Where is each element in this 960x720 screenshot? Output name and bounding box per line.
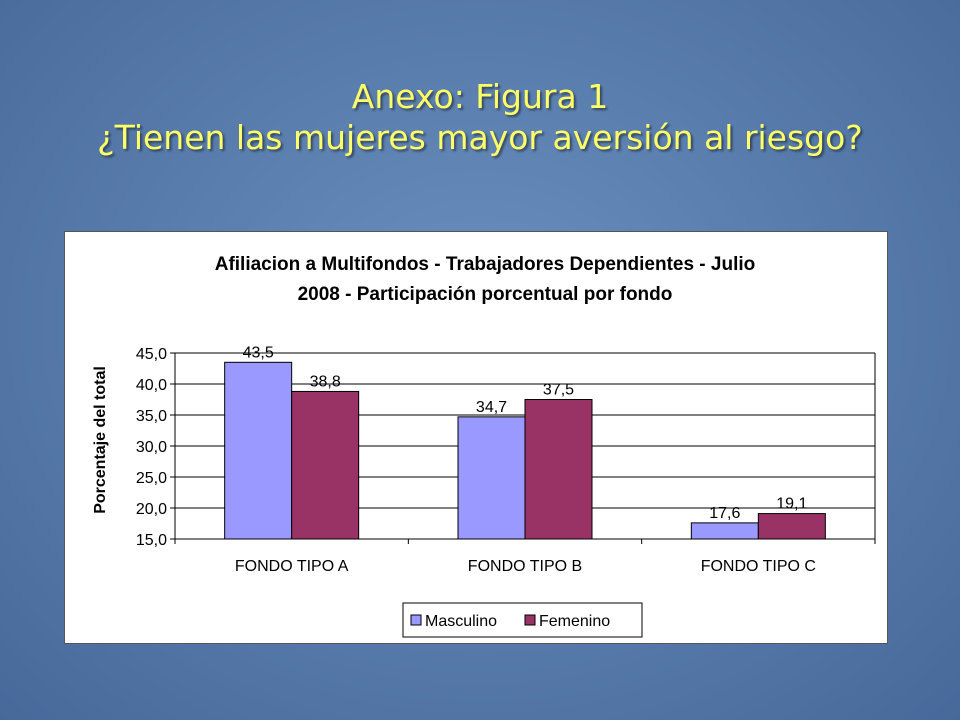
x-category-label: FONDO TIPO A [235,558,349,575]
data-label: 34,7 [476,399,507,416]
chart-container: Afiliacion a Multifondos - Trabajadores … [64,231,888,644]
slide-title-line2: ¿Tienen las mujeres mayor aversión al ri… [97,118,863,157]
data-label: 38,8 [310,373,341,390]
slide-title: Anexo: Figura 1 ¿Tienen las mujeres mayo… [0,76,960,158]
y-tick-label: 15,0 [136,532,167,549]
legend-box [402,602,643,638]
legend-swatch-femenino [524,614,536,626]
bar-masculino-1 [224,361,293,540]
y-axis-label: Porcentaje del total [92,366,109,514]
data-label: 17,6 [709,505,740,522]
bar-chart: Afiliacion a Multifondos - Trabajadores … [92,254,876,638]
slide-title-line1: Anexo: Figura 1 [351,77,609,116]
y-tick-label: 20,0 [136,501,167,518]
chart-title-line2: 2008 - Participación porcentual por fond… [298,284,673,305]
legend-swatch-masculino [410,614,422,626]
legend-label-femenino: Femenino [539,613,610,630]
data-label: 19,1 [776,496,807,513]
x-category-label: FONDO TIPO C [701,558,816,575]
y-tick-label: 25,0 [136,470,167,487]
y-tick-label: 40,0 [136,377,167,394]
bar-masculino-2 [457,416,526,540]
bar-femenino-3 [757,513,826,540]
y-tick-label: 30,0 [136,439,167,456]
bar-masculino-3 [690,522,759,540]
y-tick-label: 45,0 [136,346,167,363]
chart-title-line1: Afiliacion a Multifondos - Trabajadores … [215,254,756,275]
bar-femenino-2 [524,399,593,540]
y-tick-label: 35,0 [136,408,167,425]
legend-label-masculino: Masculino [425,613,497,630]
data-label: 37,5 [543,382,574,399]
x-category-label: FONDO TIPO B [468,558,582,575]
bar-femenino-1 [291,390,360,540]
data-label: 43,5 [243,344,274,361]
